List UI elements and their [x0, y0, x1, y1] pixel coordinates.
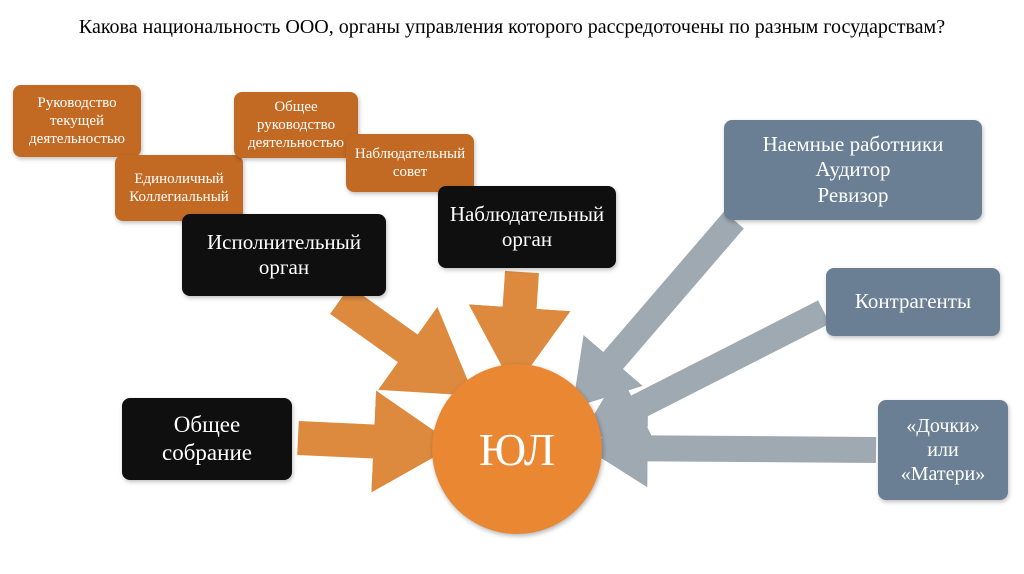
- box-b7: Общее собрание: [122, 398, 292, 480]
- arrow-a1: [298, 438, 428, 444]
- box-b3: Общее руководство деятельностью: [234, 92, 358, 158]
- box-b5: Исполнительный орган: [182, 214, 386, 296]
- box-b8: Наемные работники Аудитор Ревизор: [724, 120, 982, 220]
- center-node: ЮЛ: [432, 364, 602, 534]
- box-b9: Контрагенты: [826, 268, 1000, 336]
- arrow-a3: [516, 272, 522, 362]
- arrow-a6: [606, 448, 876, 450]
- arrow-a2: [340, 300, 452, 380]
- box-b1: Руководство текущей деятельностью: [13, 85, 141, 157]
- box-b6: Наблюдательный орган: [438, 186, 616, 268]
- box-b4: Наблюдательный совет: [346, 134, 474, 192]
- center-label: ЮЛ: [479, 423, 555, 476]
- box-b10: «Дочки» или «Матери»: [878, 400, 1008, 500]
- box-b2: Единоличный Коллегиальный: [115, 155, 243, 221]
